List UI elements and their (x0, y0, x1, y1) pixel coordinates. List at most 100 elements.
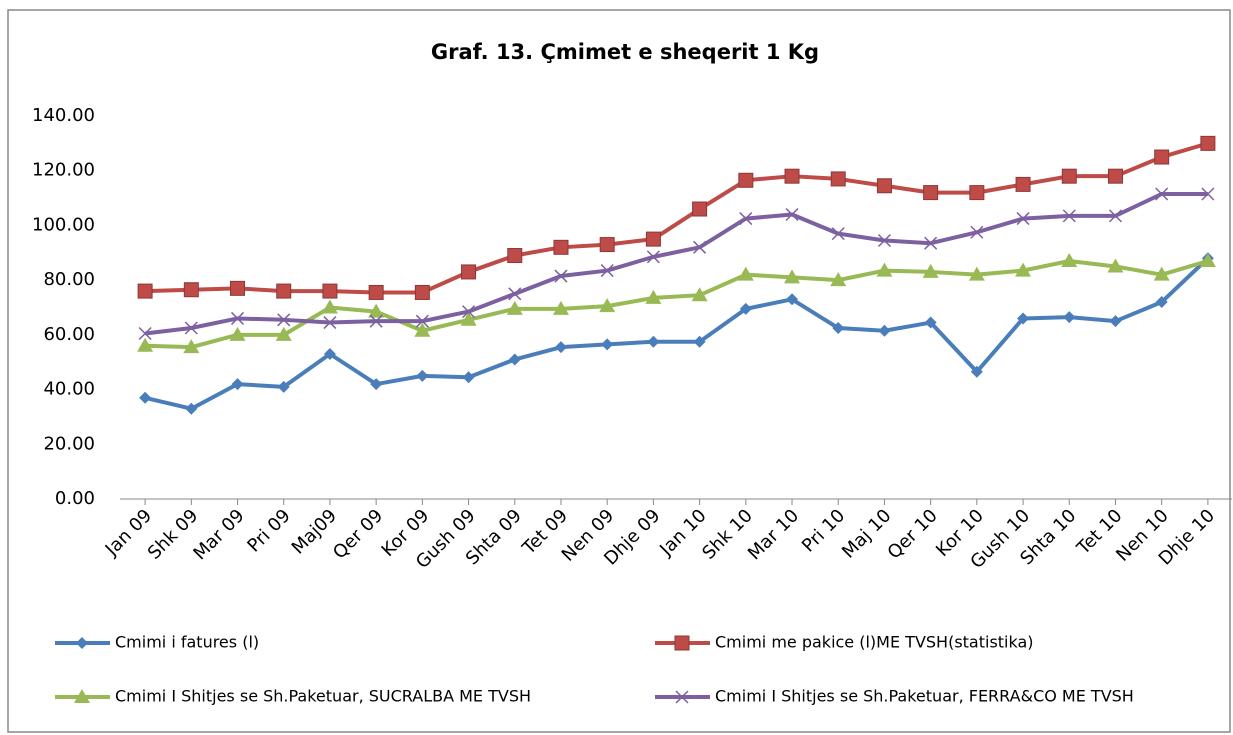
marker (691, 287, 708, 302)
marker (414, 322, 431, 337)
y-tick-label: 100.00 (32, 214, 95, 235)
marker (137, 283, 153, 299)
marker (830, 272, 847, 287)
marker (321, 299, 338, 314)
chart-border (7, 9, 1231, 733)
y-tick-label: 20.00 (43, 433, 95, 454)
marker (599, 298, 616, 313)
marker (737, 266, 754, 281)
marker (922, 263, 939, 278)
legend-label: Cmimi me pakice (l)ME TVSH(statistika) (715, 633, 1034, 652)
legend-label: Cmimi I Shitjes se Sh.Paketuar, FERRA&CO… (715, 687, 1134, 706)
marker (1199, 252, 1216, 267)
marker (554, 269, 568, 283)
marker (832, 322, 845, 335)
marker (460, 311, 477, 326)
marker (461, 264, 477, 280)
marker (692, 201, 708, 217)
marker (230, 311, 245, 325)
marker (1155, 187, 1169, 201)
marker (323, 348, 336, 361)
marker (969, 185, 985, 201)
marker (647, 335, 660, 348)
marker (506, 300, 523, 315)
marker (185, 402, 198, 415)
series-line (145, 141, 1209, 295)
marker (1201, 187, 1215, 201)
marker (1015, 176, 1031, 192)
marker (508, 287, 522, 301)
marker (784, 168, 800, 184)
marker (323, 316, 337, 330)
marker (785, 207, 799, 222)
marker (1109, 315, 1122, 328)
marker (508, 353, 521, 366)
marker (1015, 262, 1032, 277)
marker (183, 339, 200, 354)
marker (1062, 209, 1076, 223)
marker (369, 314, 383, 328)
legend-marker (74, 689, 90, 703)
marker (876, 262, 893, 277)
marker (600, 264, 614, 278)
marker (275, 326, 292, 341)
marker (416, 369, 429, 382)
marker (1155, 296, 1168, 309)
legend-marker (675, 690, 689, 704)
marker (553, 239, 569, 255)
marker (786, 293, 799, 306)
marker (183, 282, 199, 298)
marker (738, 172, 754, 188)
marker (877, 233, 891, 248)
marker (693, 335, 706, 348)
marker (414, 284, 430, 300)
legend-label: Cmimi i fatures (l) (115, 633, 259, 652)
marker (1061, 252, 1078, 267)
y-tick-label: 40.00 (43, 379, 95, 400)
marker (831, 227, 845, 241)
chart-title: Graf. 13. Çmimet e sheqerit 1 Kg (431, 40, 819, 64)
marker (876, 178, 892, 194)
marker (415, 314, 429, 328)
marker (552, 300, 569, 315)
marker (1107, 168, 1123, 184)
marker (970, 365, 983, 378)
marker (368, 284, 384, 300)
marker (924, 236, 938, 250)
marker (645, 289, 662, 304)
marker (322, 283, 338, 299)
marker (554, 341, 567, 354)
marker (1200, 135, 1216, 151)
marker (230, 280, 246, 296)
marker (968, 266, 985, 281)
marker (231, 378, 244, 391)
marker (739, 212, 753, 226)
marker (599, 237, 615, 253)
marker (923, 185, 939, 201)
marker (601, 338, 614, 351)
marker (229, 326, 246, 341)
marker (276, 283, 292, 299)
marker (693, 240, 707, 254)
marker (1063, 311, 1076, 324)
marker (1154, 149, 1170, 165)
marker (1061, 168, 1077, 184)
y-tick-label: 0.00 (55, 488, 95, 509)
marker (924, 316, 937, 329)
marker (645, 231, 661, 247)
marker (830, 171, 846, 187)
marker (970, 225, 984, 239)
marker (739, 302, 752, 315)
y-tick-label: 120.00 (32, 160, 95, 181)
marker (368, 303, 385, 318)
marker (462, 305, 476, 319)
marker (1107, 258, 1124, 273)
marker (138, 326, 152, 341)
marker (370, 378, 383, 391)
marker (878, 324, 891, 337)
marker (462, 371, 475, 384)
y-tick-label: 140.00 (32, 105, 95, 126)
legend-marker (76, 637, 88, 649)
marker (137, 337, 154, 352)
